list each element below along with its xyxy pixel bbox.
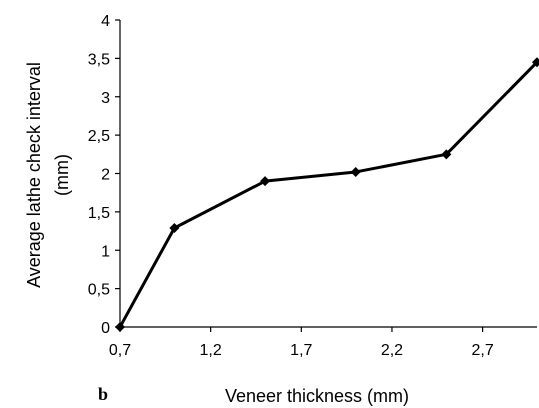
y-tick-label: 1,5 [88, 205, 110, 222]
y-tick-label: 4 [101, 13, 110, 30]
panel-label: b [98, 384, 108, 404]
x-tick-label: 1,7 [290, 342, 312, 359]
y-tick-label: 1 [101, 243, 110, 260]
y-tick-label: 3,5 [88, 51, 110, 68]
y-axis-title-line-2: (mm) [52, 154, 72, 196]
x-tick-label: 1,2 [200, 342, 222, 359]
data-point-marker [260, 176, 271, 187]
series-group [115, 57, 539, 332]
data-point-marker [115, 322, 125, 332]
y-tick-label: 0 [101, 320, 110, 337]
x-tick-label: 2,7 [471, 342, 493, 359]
x-tick-label: 0,7 [109, 342, 131, 359]
x-axis-ticks: 0,7 1,2 1,7 2,2 2,7 [109, 327, 494, 359]
y-axis-ticks: 0 0,5 1 1,5 2 2,5 3 3,5 4 [88, 13, 120, 337]
data-point-marker [350, 166, 361, 177]
series-line [118, 61, 539, 328]
data-point-marker [532, 57, 539, 68]
y-axis-title-line-1: Average lathe check interval [24, 62, 44, 288]
data-point-marker [169, 222, 180, 233]
y-tick-label: 2 [101, 167, 110, 184]
y-tick-label: 0,5 [88, 282, 110, 299]
y-tick-label: 3 [101, 90, 110, 107]
data-point-marker [441, 149, 452, 160]
x-axis-title: Veneer thickness (mm) [225, 386, 409, 406]
y-tick-label: 2,5 [88, 128, 110, 145]
x-tick-label: 2,2 [381, 342, 403, 359]
